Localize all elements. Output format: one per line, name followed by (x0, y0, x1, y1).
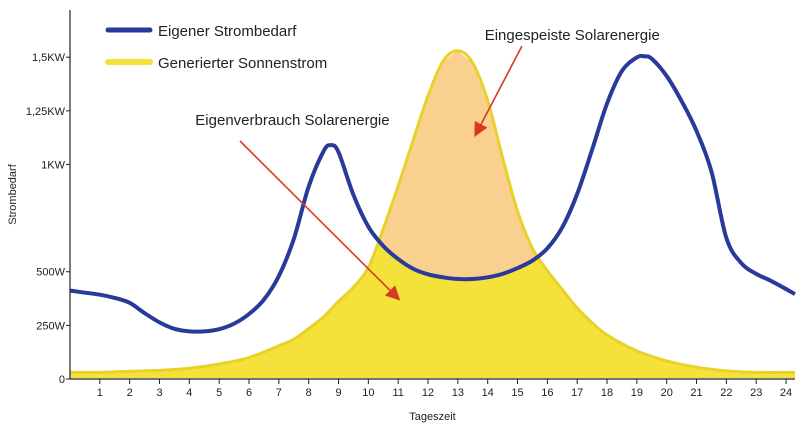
annotation-label: Eigenverbrauch Solarenergie (195, 112, 389, 129)
x-tick-label: 19 (631, 387, 643, 399)
legend: Eigener Strombedarf Generierter Sonnenst… (105, 23, 327, 72)
x-tick-label: 12 (422, 387, 434, 399)
x-tick-label: 8 (306, 387, 312, 399)
x-tick-label: 20 (661, 387, 673, 399)
y-tick-label: 1KW (41, 159, 65, 171)
x-tick-label: 16 (541, 387, 553, 399)
y-tick-label: 1,5KW (32, 52, 66, 64)
x-tick-label: 18 (601, 387, 613, 399)
x-tick-label: 15 (511, 387, 523, 399)
area-eingespeiste-solarenergie (379, 50, 538, 280)
y-tick-label: 0 (59, 374, 65, 386)
x-tick-label: 14 (482, 387, 494, 399)
y-tick-label: 1,25KW (26, 106, 66, 118)
x-tick-label: 13 (452, 387, 464, 399)
annotation-group: Eingespeiste Solarenergie Eigenverbrauch … (195, 27, 660, 301)
x-tick-label: 9 (335, 387, 341, 399)
line-eigener-strombedarf (69, 53, 796, 334)
area-eigenverbrauch-solarenergie (70, 241, 795, 378)
x-tick-label: 7 (276, 387, 282, 399)
y-tick-label: 500W (36, 267, 65, 279)
x-tick-label: 1 (97, 387, 103, 399)
x-tick-label: 4 (186, 387, 192, 399)
x-tick-label: 17 (571, 387, 583, 399)
x-tick-label: 22 (720, 387, 732, 399)
x-tick-label: 3 (156, 387, 162, 399)
x-tick-label: 21 (690, 387, 702, 399)
annotation-arrow (239, 140, 401, 301)
x-tick-group: 1 2 3 4 5 6 7 8 9 10 11 12 13 14 15 16 17 18 19 20 21 22 23 24 (97, 379, 792, 399)
legend-label-generierter-sonnenstrom: Generierter Sonnenstrom (158, 55, 327, 72)
x-tick-label: 10 (362, 387, 374, 399)
y-axis-title: Strombedarf (7, 163, 19, 224)
x-tick-label: 5 (216, 387, 222, 399)
annotation-arrow (474, 45, 523, 137)
x-tick-label: 23 (750, 387, 762, 399)
x-tick-label: 2 (127, 387, 133, 399)
y-tick-group: 0 250W 500W 1KW 1,25KW 1,5KW (26, 52, 70, 386)
x-tick-label: 11 (392, 387, 403, 399)
x-tick-label: 24 (780, 387, 792, 399)
line-generierter-sonnenstrom (69, 49, 796, 374)
y-tick-label: 250W (36, 320, 65, 332)
legend-label-eigener-strombedarf: Eigener Strombedarf (158, 23, 297, 40)
x-tick-label: 6 (246, 387, 252, 399)
annotation-label: Eingespeiste Solarenergie (485, 27, 660, 44)
x-axis-title: Tageszeit (409, 411, 455, 423)
